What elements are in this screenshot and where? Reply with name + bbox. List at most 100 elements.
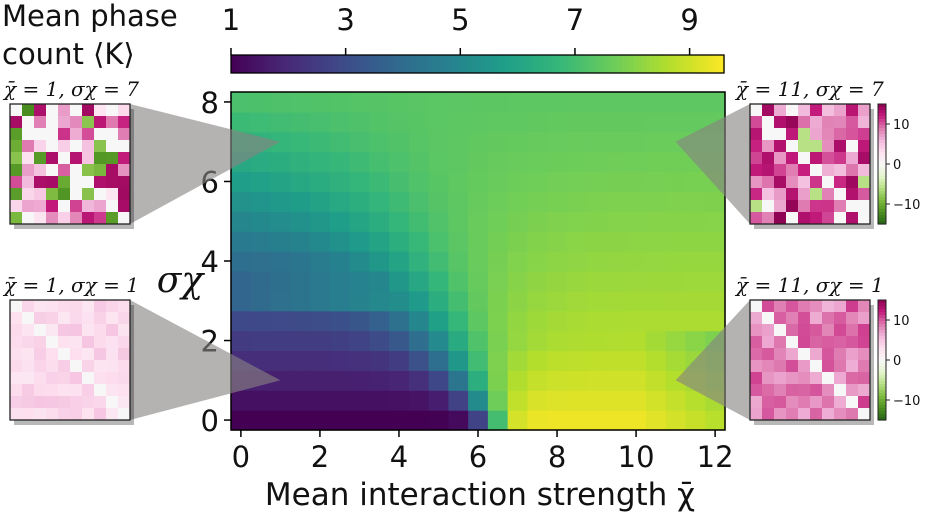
inset-matrix-cell [58,128,71,141]
inset-matrix-cell [774,324,787,337]
inset-matrix-cell [118,324,131,337]
x-axis-label: Mean interaction strength χ̄ [265,477,695,513]
inset-matrix-cell [94,212,107,225]
inset-matrix-cell [70,336,83,349]
heatmap-cell [369,211,390,232]
heatmap-cell [685,191,706,212]
inset-matrix-cell [762,300,775,313]
inset-matrix-cell [10,324,23,337]
inset-matrix-cell [118,408,131,421]
inset-colorbar-segment [878,188,886,192]
heatmap-cell [428,310,449,332]
inset-matrix-cell [846,188,859,201]
colorbar-segment [580,55,586,73]
heatmap-cell [566,330,588,352]
heatmap-cell [566,231,588,252]
inset-matrix-cell [858,348,871,361]
inset-matrix-cell [810,408,823,421]
colorbar-segment [555,55,561,73]
inset-matrix-cell [34,360,47,373]
heatmap-cell [349,151,370,173]
inset-matrix-cell [94,408,107,421]
heatmap-cell [645,310,667,332]
heatmap-cell [448,211,469,232]
heatmap-cell [606,231,627,252]
inset-matrix-cell [798,212,811,225]
heatmap-cell [270,231,291,252]
heatmap-cell [487,171,509,193]
colorbar-segment [444,55,450,73]
inset-matrix-cell [858,396,871,409]
inset-matrix-cell [798,336,811,349]
heatmap-cell [270,270,291,292]
heatmap-cell [428,251,449,272]
inset-colorbar-segment [878,381,886,385]
colorbar-segment [489,55,495,73]
inset-matrix-cell [58,384,71,397]
heatmap-cell [428,270,449,292]
heatmap-cell [507,231,528,252]
inset-matrix-cell [58,212,71,225]
inset-colorbar-segment [878,342,886,346]
inset-matrix-cell [834,128,847,141]
inset-colorbar-segment [878,119,886,123]
colorbar-segment [604,55,610,73]
inset-matrix-cell [106,140,119,153]
inset-matrix-cell [34,300,47,313]
heatmap-cell [566,390,588,411]
colorbar-segment [703,55,709,73]
heatmap-cell [606,251,627,272]
inset-matrix-cell [118,152,131,165]
heatmap-cell [645,111,667,133]
heatmap-cell [547,92,568,113]
inset-colorbar-segment [878,122,886,126]
inset-matrix-cell [822,128,835,141]
heatmap-cell [290,191,311,212]
inset-matrix-cell [70,300,83,313]
inset-matrix-cell [774,152,787,165]
heatmap-cell [547,171,568,193]
heatmap-cell [547,330,568,352]
heatmap-cell [527,92,548,113]
inset-matrix-cell [22,212,35,225]
inset-matrix-cell [798,348,811,361]
heatmap-cell [606,270,627,292]
inset-matrix-cell [774,128,787,141]
colorbar-segment [276,55,281,73]
inset-matrix-cell [822,360,835,373]
heatmap-cell [270,330,291,352]
inset-colorbar-segment [878,146,886,150]
inset-matrix-cell [58,164,71,177]
inset-matrix-cell [846,324,859,337]
inset-matrix-cell [810,164,823,177]
inset-matrix-cell [834,384,847,397]
heatmap-cell [369,92,390,113]
colorbar-segment [395,55,401,73]
inset-matrix-cell [58,360,71,373]
inset-colorbar-segment [878,375,886,379]
heatmap-cell [428,330,449,352]
inset-matrix-cell [810,188,823,201]
colorbar-frame [230,54,725,74]
heatmap-cell [290,251,311,272]
x-tick-label: 2 [311,440,329,474]
heatmap-cell [408,330,430,352]
inset-matrix-cell [846,104,859,117]
heatmap-cell [606,290,627,312]
inset-matrix-cell [750,408,763,421]
heatmap-cell [428,370,449,391]
inset-matrix-cell [858,212,871,225]
inset-matrix-cell [46,176,59,189]
heatmap-cell [310,191,331,212]
inset-matrix-cell [786,348,799,361]
inset-matrix-cell [82,408,95,421]
heatmap-cell [606,390,627,411]
inset-matrix-cell [774,372,787,385]
heatmap-cell [329,330,351,352]
inset-colorbar-segment [878,321,886,325]
colorbar-segment [383,55,388,73]
inset-matrix-cell [94,396,107,409]
inset-colorbar-tick-label: 10 [893,314,910,329]
colorbar-segment [674,55,680,73]
inset-matrix-cell [810,372,823,385]
